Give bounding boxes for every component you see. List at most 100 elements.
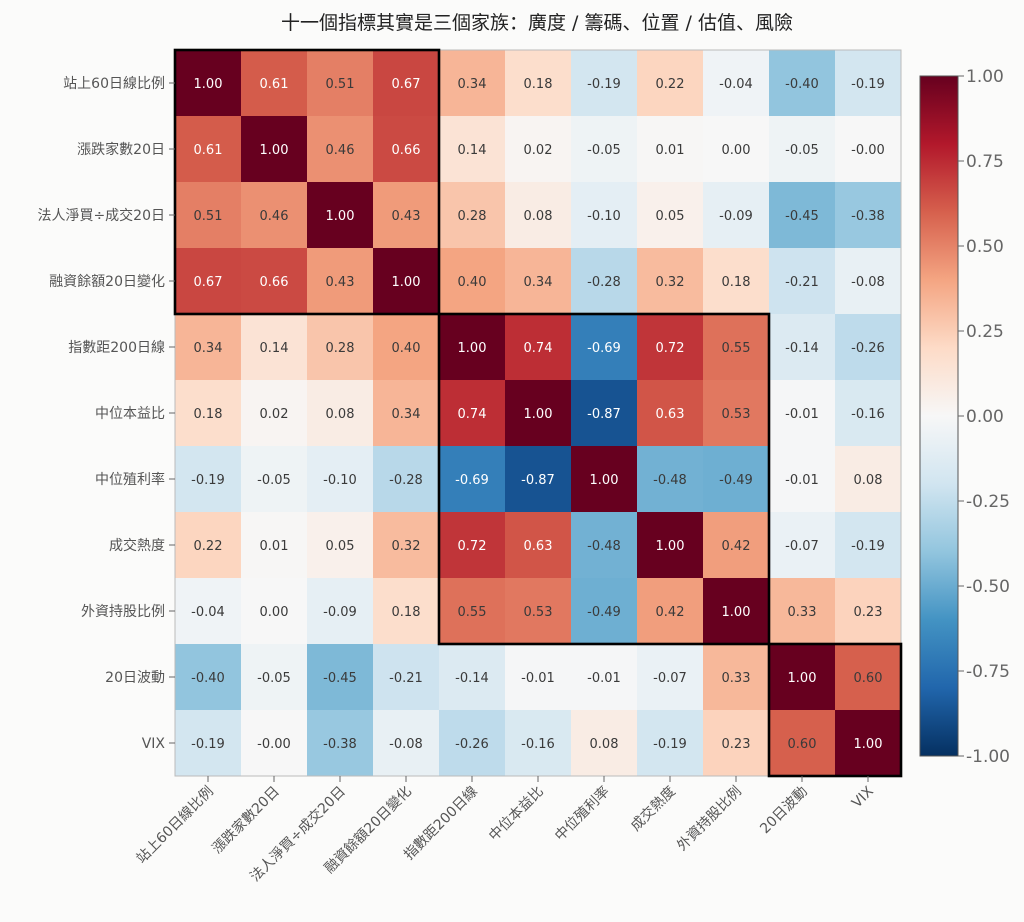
heatmap-cell (241, 446, 307, 512)
heatmap-cell (703, 248, 769, 314)
heatmap-cell (571, 578, 637, 644)
y-tick-label: 中位殖利率 (95, 471, 165, 488)
cell-value-label: 0.67 (392, 77, 421, 92)
cell-value-label: 0.32 (392, 539, 421, 554)
heatmap-cell (241, 116, 307, 182)
heatmap-cell (571, 182, 637, 248)
cell-value-label: -0.08 (389, 737, 423, 752)
y-tick-label: 20日波動 (105, 670, 165, 686)
heatmap-cell (835, 578, 901, 644)
cell-value-label: 0.28 (458, 209, 487, 224)
heatmap-cell (241, 248, 307, 314)
heatmap-cell (373, 50, 439, 116)
cell-value-label: -0.21 (389, 671, 423, 686)
heatmap-cell (505, 116, 571, 182)
colorbar-tick-label: 0.75 (966, 152, 1004, 172)
cell-value-label: 0.01 (260, 539, 289, 554)
colorbar: 1.00 0.75 0.50 0.25 0.00 -0.25 -0.50 -0.75 -1.00 (919, 67, 1010, 767)
heatmap-cell (307, 248, 373, 314)
cell-value-label: -0.38 (323, 737, 357, 752)
heatmap-cell (241, 50, 307, 116)
cell-value-label: -0.19 (191, 473, 225, 488)
cell-value-label: 1.00 (524, 407, 553, 422)
cell-value-label: 0.63 (656, 407, 685, 422)
cell-value-label: -0.01 (521, 671, 555, 686)
heatmap-cell (505, 314, 571, 380)
cell-value-label: -0.19 (191, 737, 225, 752)
cell-value-label: -0.26 (455, 737, 489, 752)
heatmap-cell (703, 116, 769, 182)
cell-value-label: -0.14 (455, 671, 489, 686)
cell-value-label: -0.01 (785, 473, 819, 488)
heatmap-cell (571, 50, 637, 116)
heatmap-cell-values: 1.00 0.61 0.51 0.67 0.34 0.18 -0.19 0.22 -0.04 -0… (191, 77, 885, 752)
heatmap-cell (505, 578, 571, 644)
cell-value-label: -0.01 (785, 407, 819, 422)
chart-title: 十一個指標其實是三個家族：廣度 / 籌碼、位置 / 估值、風險 (281, 12, 793, 34)
heatmap-cell (307, 710, 373, 776)
cell-value-label: -0.87 (587, 407, 621, 422)
y-tick-label: VIX (142, 736, 166, 752)
group-box (437, 312, 771, 646)
cell-value-label: 0.14 (260, 341, 289, 356)
heatmap-cell (637, 578, 703, 644)
cell-value-label: 0.74 (524, 341, 553, 356)
heatmap-cell (703, 710, 769, 776)
cell-value-label: 0.02 (524, 143, 553, 158)
cell-value-label: -0.38 (851, 209, 885, 224)
heatmap-cell (439, 248, 505, 314)
cell-value-label: -0.05 (785, 143, 819, 158)
heatmap-cell (373, 512, 439, 578)
cell-value-label: 0.28 (326, 341, 355, 356)
heatmap-cell (241, 380, 307, 446)
heatmap-cell (307, 182, 373, 248)
cell-value-label: -0.00 (257, 737, 291, 752)
cell-value-label: -0.08 (851, 275, 885, 290)
cell-value-label: 0.00 (260, 605, 289, 620)
heatmap-cell (637, 644, 703, 710)
heatmap-cell (835, 380, 901, 446)
cell-value-label: -0.19 (851, 539, 885, 554)
heatmap-cell (769, 644, 835, 710)
cell-value-label: 0.66 (392, 143, 421, 158)
cell-value-label: 0.08 (590, 737, 619, 752)
cell-value-label: 0.23 (854, 605, 883, 620)
heatmap-cell (769, 50, 835, 116)
colorbar-tick-label: 0.00 (966, 407, 1004, 427)
cell-value-label: -0.28 (389, 473, 423, 488)
cell-value-label: 1.00 (194, 77, 223, 92)
heatmap-cell (439, 116, 505, 182)
cell-value-label: 0.46 (326, 143, 355, 158)
cell-value-label: 0.00 (722, 143, 751, 158)
heatmap-cell (505, 248, 571, 314)
colorbar-tick-label: 0.25 (966, 322, 1004, 342)
heatmap-cell (307, 578, 373, 644)
cell-value-label: 0.34 (458, 77, 487, 92)
heatmap-cell (373, 116, 439, 182)
cell-value-label: -0.40 (191, 671, 225, 686)
heatmap-cell (307, 644, 373, 710)
colorbar-tick-label: 1.00 (966, 67, 1004, 87)
cell-value-label: -0.14 (785, 341, 819, 356)
heatmap-cell (769, 314, 835, 380)
cell-value-label: -0.19 (587, 77, 621, 92)
y-tick-label: 漲跌家數20日 (77, 141, 165, 158)
x-axis-tick-labels: 站上60日線比例漲跌家數20日法人淨買÷成交20日融資餘額20日變化指數距200… (134, 776, 877, 885)
heatmap-cell (571, 644, 637, 710)
heatmap-cell (439, 578, 505, 644)
cell-value-label: -0.10 (587, 209, 621, 224)
cell-value-label: 0.14 (458, 143, 487, 158)
cell-value-label: 0.53 (524, 605, 553, 620)
cell-value-label: 1.00 (788, 671, 817, 686)
cell-value-label: -0.69 (587, 341, 621, 356)
heatmap-cell (307, 116, 373, 182)
cell-value-label: 0.33 (788, 605, 817, 620)
cell-value-label: -0.05 (587, 143, 621, 158)
cell-value-label: 0.01 (656, 143, 685, 158)
cell-value-label: 0.02 (260, 407, 289, 422)
heatmap-cell (241, 578, 307, 644)
cell-value-label: 1.00 (854, 737, 883, 752)
heatmap-cell (439, 314, 505, 380)
heatmap-cell (703, 512, 769, 578)
cell-value-label: -0.45 (323, 671, 357, 686)
